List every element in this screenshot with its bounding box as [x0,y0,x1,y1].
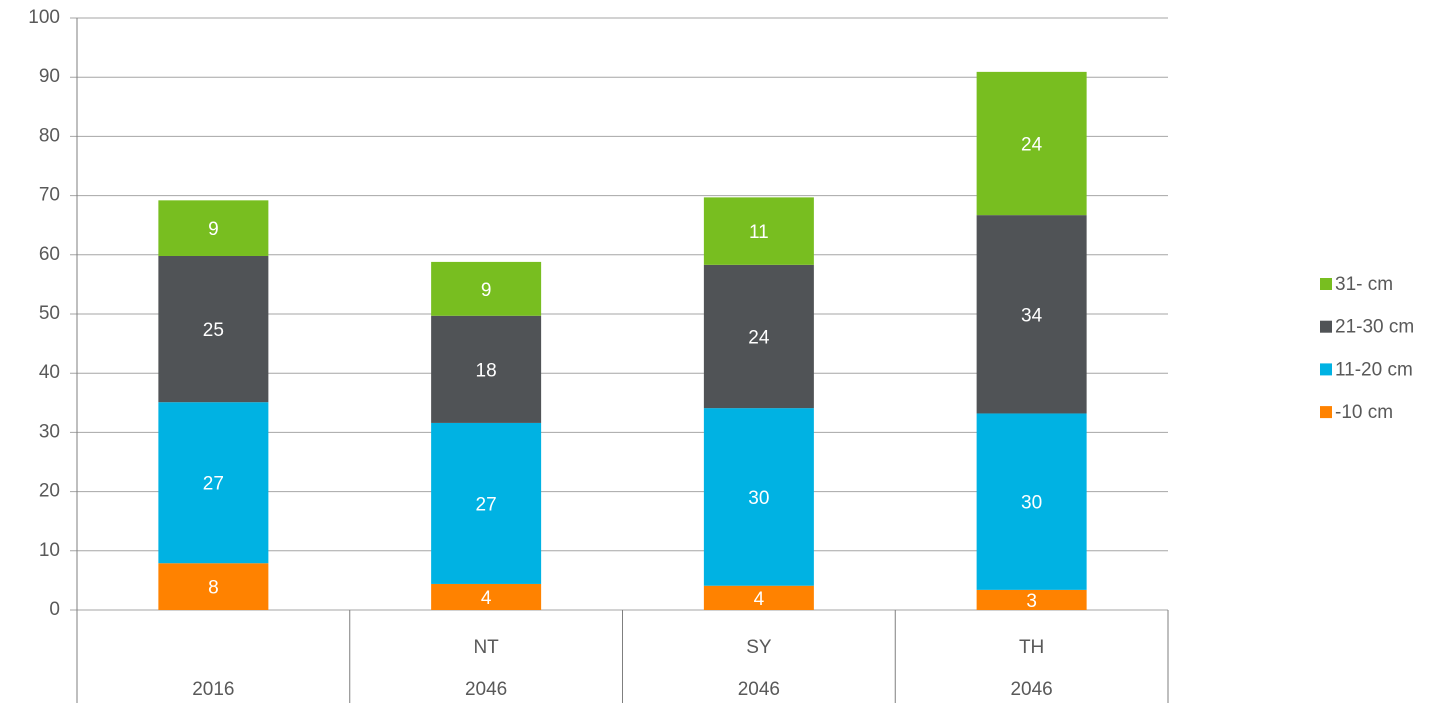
y-tick-label: 0 [49,599,60,620]
x-group-label: 2016 [192,679,234,700]
y-tick-label: 90 [39,66,60,87]
bar-segment [431,261,542,316]
y-tick-label: 60 [39,244,60,265]
data-label: 4 [481,588,492,609]
x-group-label: 2046 [465,679,507,700]
y-tick-label: 40 [39,362,60,383]
bar-segment [158,563,269,610]
data-label: 24 [1021,135,1043,156]
x-tick-label: SY [746,637,772,658]
x-group-label: 2046 [738,679,780,700]
legend-label: 21-30 cm [1335,317,1414,338]
legend-swatch [1320,320,1332,333]
data-label: 18 [476,360,497,381]
data-label: 25 [203,320,224,341]
data-label: 30 [748,488,769,509]
data-label: 24 [748,328,770,349]
y-tick-label: 20 [39,481,60,502]
legend-swatch [1320,363,1332,376]
legend-label: 11-20 cm [1335,359,1413,380]
bar-segment [703,264,814,409]
data-label: 27 [203,474,224,495]
y-tick-label: 30 [39,421,60,442]
bar-segment [703,408,814,586]
y-tick-label: 50 [39,303,60,324]
data-label: 9 [208,219,219,240]
x-tick-label: NT [473,637,499,658]
bar-segment [703,197,814,265]
legend-swatch [1320,406,1332,419]
data-label: 27 [476,494,497,515]
y-tick-label: 70 [39,185,60,206]
x-group-label: 2046 [1010,679,1052,700]
bar-segment [976,413,1087,590]
data-label: 3 [1026,591,1037,612]
data-label: 4 [754,589,765,610]
bar-segment [703,585,814,610]
data-label: 9 [481,280,492,301]
bar-segment [431,315,542,423]
bar-segment [158,402,269,564]
x-tick-label: TH [1019,637,1044,658]
legend-label: -10 cm [1335,402,1393,423]
y-tick-label: 80 [39,125,60,146]
data-label: 11 [749,222,769,243]
data-label: 8 [208,578,219,599]
bar-segment [976,71,1087,216]
legend-label: 31- cm [1335,274,1393,295]
bar-segment [431,583,542,610]
y-tick-label: 10 [39,540,60,561]
bar-segment [976,589,1087,610]
y-tick-label: 100 [28,7,60,28]
data-label: 30 [1021,493,1042,514]
legend-swatch [1320,278,1332,290]
bar-segment [158,255,269,403]
bar-segment [976,215,1087,414]
bar-segment [158,200,269,256]
data-label: 34 [1021,305,1043,326]
bar-segment [431,422,542,584]
